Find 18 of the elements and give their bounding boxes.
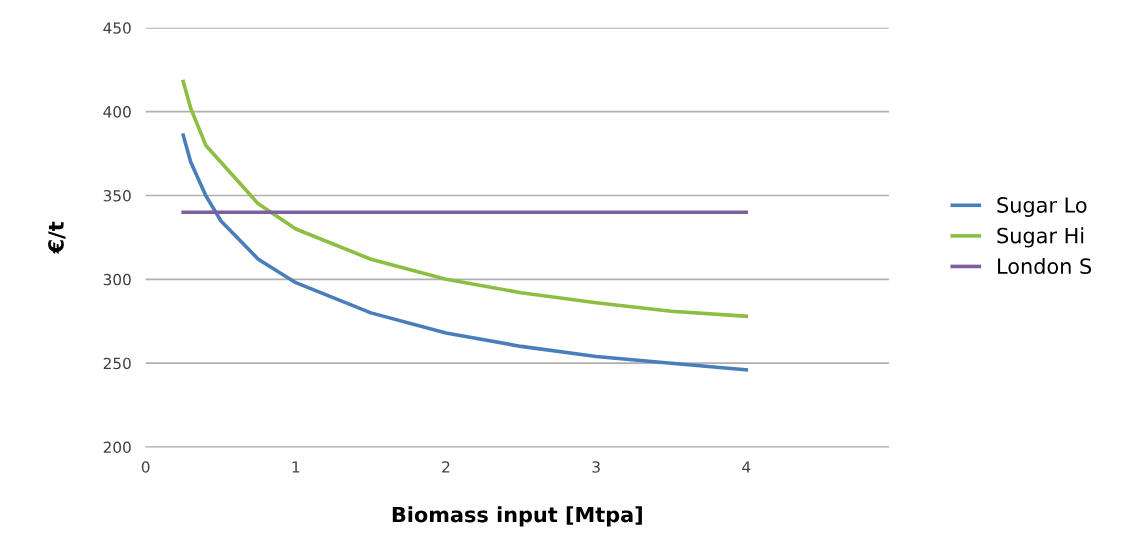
x-tick-label: 0 xyxy=(141,461,150,473)
y-tick-label: 450 xyxy=(103,22,131,34)
x-tick-label: 2 xyxy=(442,461,450,473)
y-axis-title: €/t xyxy=(48,221,66,254)
legend-label: Sugar Hi xyxy=(997,227,1084,248)
legend-label: London S xyxy=(998,257,1092,275)
line-series xyxy=(181,133,749,372)
y-tick-label: 300 xyxy=(103,273,131,286)
y-tick-label: 350 xyxy=(103,189,131,202)
x-tick-label: 1 xyxy=(292,461,300,473)
x-axis-title: Biomass input [Mtpa] xyxy=(392,506,642,527)
x-tick-label: 4 xyxy=(742,461,751,473)
line-series xyxy=(181,79,749,319)
legend-label: Sugar Lo xyxy=(997,197,1087,217)
y-tick-label: 250 xyxy=(103,357,131,370)
y-tick-label: 200 xyxy=(103,441,131,454)
x-tick-label: 3 xyxy=(592,461,600,473)
y-tick-label: 400 xyxy=(103,106,131,118)
